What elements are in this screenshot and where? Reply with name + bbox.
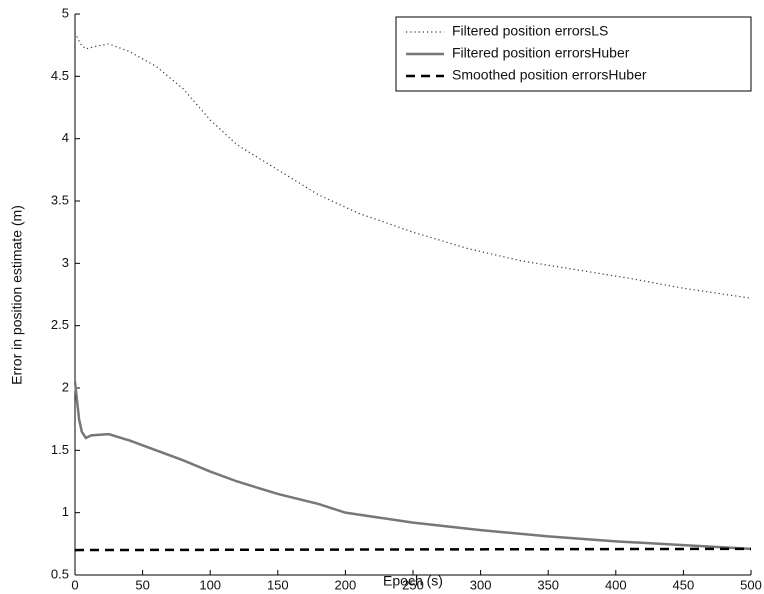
- line: [74, 32, 752, 299]
- x-tick-label: 50: [135, 577, 149, 592]
- y-tick-label: 5: [62, 5, 69, 20]
- x-tick-label: 350: [537, 577, 559, 592]
- x-tick-label: 0: [71, 577, 78, 592]
- legend-label: Filtered position errorsHuber: [452, 45, 630, 61]
- x-tick-label: 300: [470, 577, 492, 592]
- x-tick-label: 500: [740, 577, 762, 592]
- x-axis-label: Epoch (s): [383, 573, 443, 589]
- y-tick-label: 0.5: [51, 566, 69, 581]
- y-tick-label: 3: [62, 255, 69, 270]
- x-tick-label: 150: [267, 577, 289, 592]
- y-tick-label: 1: [62, 504, 69, 519]
- legend-box: [395, 16, 752, 92]
- legend-label: Filtered position errorsLS: [452, 23, 608, 39]
- line: [74, 547, 752, 552]
- y-tick-label: 1.5: [51, 442, 69, 457]
- y-tick-label: 4.5: [51, 68, 69, 83]
- legend-label: Smoothed position errorsHuber: [452, 67, 647, 83]
- y-axis-label: Error in position estimate (m): [9, 205, 25, 385]
- x-tick-label: 200: [335, 577, 357, 592]
- x-tick-label: 250: [402, 577, 424, 592]
- y-tick-label: 3.5: [51, 192, 69, 207]
- x-tick-label: 400: [605, 577, 627, 592]
- y-tick-label: 2: [62, 379, 69, 394]
- x-tick-label: 100: [199, 577, 221, 592]
- x-tick-label: 450: [673, 577, 695, 592]
- y-tick-label: 4: [62, 130, 69, 145]
- y-tick-label: 2.5: [51, 317, 69, 332]
- line: [73, 381, 752, 551]
